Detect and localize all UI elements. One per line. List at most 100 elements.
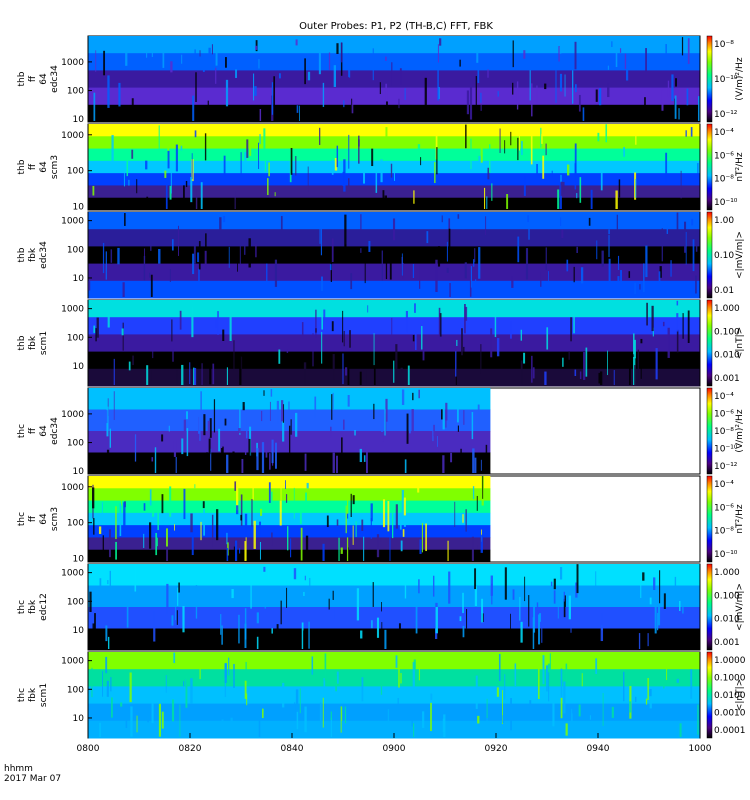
spectrogram-streak xyxy=(218,428,221,452)
spectrogram-streak xyxy=(565,723,568,736)
spectrogram-streak xyxy=(471,536,474,561)
spectrogram-streak xyxy=(330,426,332,438)
spectrogram-streak xyxy=(377,493,379,500)
spectrogram-streak xyxy=(440,409,444,420)
spectrogram-streak xyxy=(274,259,278,287)
spectrogram-streak xyxy=(261,708,264,719)
spectrogram-streak xyxy=(331,321,334,332)
spectrogram-streak xyxy=(412,334,415,342)
spectrogram-streak xyxy=(307,166,309,192)
spectrogram-streak xyxy=(414,330,417,350)
spectrogram-streak xyxy=(480,459,482,471)
spectrogram-streak xyxy=(176,370,178,385)
spectrogram-band xyxy=(88,334,700,353)
spectrogram-streak xyxy=(177,225,179,256)
spectrogram-streak xyxy=(333,608,335,620)
spectrogram-streak xyxy=(618,179,621,198)
spectrogram-streak xyxy=(487,167,490,180)
spectrogram-streak xyxy=(95,50,97,72)
spectrogram-streak xyxy=(128,179,130,186)
spectrogram-streak xyxy=(123,502,126,536)
spectrogram-streak xyxy=(223,155,226,177)
spectrogram-streak xyxy=(690,669,693,699)
spectrogram-streak xyxy=(419,539,422,554)
colorbar-tick-label: 10⁻¹⁰ xyxy=(714,198,738,208)
spectrogram-streak xyxy=(667,80,670,98)
spectrogram-streak xyxy=(576,246,578,254)
spectrogram-streak xyxy=(170,61,173,73)
spectrogram-streak xyxy=(496,338,500,357)
spectrogram-streak xyxy=(595,89,598,102)
spectrogram-streak xyxy=(474,248,476,263)
spectrogram-streak xyxy=(659,570,661,604)
spectrogram-streak xyxy=(566,259,569,272)
spectrogram-streak xyxy=(256,448,259,471)
spectrogram-streak xyxy=(531,355,533,383)
spectrogram-streak xyxy=(267,178,269,196)
spectrogram-streak xyxy=(395,504,398,529)
spectrogram-streak xyxy=(447,540,449,561)
spectrogram-streak xyxy=(150,369,152,382)
spectrogram-streak xyxy=(649,689,652,697)
spectrogram-streak xyxy=(355,521,357,538)
spectrogram-streak xyxy=(332,392,334,410)
spectrogram-streak xyxy=(341,437,343,460)
spectrogram-streak xyxy=(541,133,543,144)
spectrogram-streak xyxy=(239,356,242,385)
spectrogram-streak xyxy=(221,719,224,737)
spectrogram-streak xyxy=(234,191,236,209)
spectrogram-streak xyxy=(219,217,222,234)
spectrogram-streak xyxy=(642,572,645,581)
spectrogram-streak xyxy=(619,48,622,53)
spectrogram-streak xyxy=(334,157,338,171)
spectrogram-streak xyxy=(92,623,95,646)
spectrogram-streak xyxy=(348,178,350,187)
spectrogram-streak xyxy=(409,412,412,430)
x-axis-label-hhmm: hhmm xyxy=(4,764,33,774)
spectrogram-streak xyxy=(494,310,497,338)
spectrogram-streak xyxy=(332,354,335,380)
spectrogram-streak xyxy=(108,529,111,558)
spectrogram-streak xyxy=(194,130,197,138)
spectrogram-streak xyxy=(583,352,586,380)
spectrogram-streak xyxy=(149,522,152,549)
spectrogram-streak xyxy=(239,232,241,265)
spectrogram-streak xyxy=(129,672,132,703)
spectrogram-streak xyxy=(289,155,292,183)
spectrogram-streak xyxy=(269,401,271,421)
spectrogram-streak xyxy=(360,214,362,230)
spectrogram-streak xyxy=(544,371,547,385)
spectrogram-streak xyxy=(381,602,383,612)
spectrogram-streak xyxy=(344,706,347,724)
spectrogram-streak xyxy=(230,717,233,737)
spectrogram-streak xyxy=(151,41,153,58)
spectrogram-streak xyxy=(644,97,646,117)
spectrogram-streak xyxy=(150,274,153,297)
spectrogram-streak xyxy=(348,53,350,78)
spectrogram-streak xyxy=(474,586,478,607)
spectrogram-streak xyxy=(611,41,613,48)
spectrogram-streak xyxy=(270,491,273,513)
spectrogram-streak xyxy=(671,74,674,102)
spectrogram-streak xyxy=(183,419,187,441)
colorbar-tick-label: 10⁻⁸ xyxy=(714,527,734,537)
colorbar-label: nT²/Hz xyxy=(735,152,745,182)
spectrogram-streak xyxy=(398,623,401,634)
spectrogram-streak xyxy=(576,564,579,594)
spectrogram-streak xyxy=(640,357,642,379)
spectrogram-streak xyxy=(457,425,460,432)
spectrogram-streak xyxy=(274,442,277,469)
spectrogram-streak xyxy=(676,329,679,353)
spectrogram-streak xyxy=(560,181,563,196)
spectrogram-streak xyxy=(255,215,257,229)
y-tick-label: 1000 xyxy=(61,131,84,141)
spectrogram-streak xyxy=(235,69,238,78)
spectrogram-streak xyxy=(541,620,543,643)
spectrogram-streak xyxy=(99,578,102,587)
spectrogram-streak xyxy=(523,50,526,59)
spectrogram-streak xyxy=(596,240,598,260)
spectrogram-streak xyxy=(373,403,375,420)
spectrogram-streak xyxy=(146,36,148,58)
spectrogram-streak xyxy=(183,185,185,209)
spectrogram-streak xyxy=(531,83,533,117)
